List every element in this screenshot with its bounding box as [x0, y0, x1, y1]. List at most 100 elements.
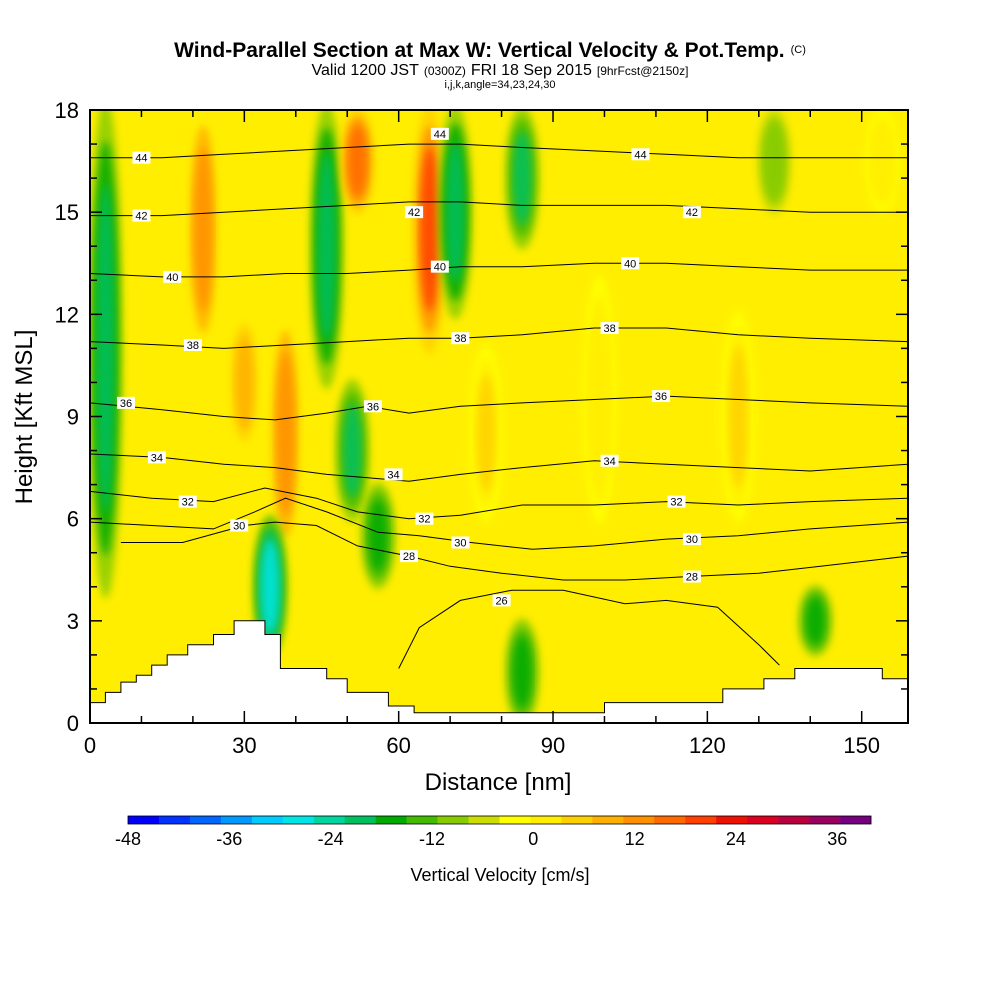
- velocity-cell: [348, 125, 367, 197]
- contour-label-box: [430, 127, 449, 140]
- theta-contour-28: [120, 521, 908, 581]
- contour-label-text: 36: [367, 401, 379, 413]
- contour-label: 44: [631, 148, 650, 161]
- theta-contour-40: [90, 262, 908, 278]
- terrain-profile: [90, 620, 908, 723]
- velocity-cell: [873, 125, 892, 197]
- colorbar-swatch: [437, 816, 469, 824]
- contour-label-box: [163, 270, 182, 283]
- contour-label-text: 40: [166, 272, 178, 284]
- colorbar-swatch: [747, 816, 779, 824]
- contour-label: 42: [132, 209, 151, 223]
- contour-label-text: 34: [151, 452, 163, 464]
- contour-label-text: 32: [418, 514, 430, 526]
- theta-contour-26: [398, 589, 780, 669]
- colorbar-swatch: [809, 816, 841, 824]
- contour-label-text: 44: [135, 153, 147, 165]
- velocity-cell: [317, 152, 336, 341]
- colorbar-tick-labels: -48 -36 -24 -12 0 12 24 36: [115, 829, 847, 849]
- y-tick-label: 15: [55, 200, 79, 225]
- x-tick-label: 0: [84, 733, 96, 758]
- contour-label-text: 32: [670, 497, 682, 509]
- axis-ticks: [89, 109, 908, 724]
- contour-label: 38: [183, 338, 202, 352]
- colorbar-swatch: [282, 816, 315, 824]
- colorbar-swatch: [840, 816, 872, 824]
- velocity-cell: [235, 335, 254, 430]
- velocity-cell: [369, 500, 388, 571]
- colorbar-tick-label: 24: [726, 829, 746, 849]
- colorbar-tick-label: 36: [827, 829, 847, 849]
- y-tick-labels: 0 3 6 9 12 15 18: [55, 98, 79, 736]
- contour-label: 28: [399, 550, 418, 563]
- velocity-cell: [420, 146, 439, 312]
- contour-label: 28: [682, 570, 701, 584]
- velocity-cell: [96, 183, 115, 513]
- contour-label-box: [621, 257, 640, 270]
- velocity-cell: [477, 374, 496, 493]
- theta-contour-36: [90, 395, 908, 421]
- theta-contour-30: [90, 497, 908, 550]
- contour-label: 44: [430, 127, 449, 141]
- colorbar-tick-label: 0: [528, 829, 538, 849]
- colorbar-swatch: [623, 816, 655, 824]
- contour-label-box: [430, 260, 449, 273]
- y-tick-label: 12: [55, 302, 79, 327]
- contour-label: 38: [451, 332, 470, 345]
- contour-label-text: 42: [408, 207, 420, 219]
- contour-label-box: [451, 332, 470, 345]
- theta-contour-42: [90, 201, 908, 217]
- colorbar-swatch: [128, 816, 160, 824]
- contour-label-text: 36: [655, 391, 667, 403]
- contour-label: 44: [132, 151, 151, 165]
- y-tick-label: 6: [67, 507, 79, 532]
- contour-label: 40: [430, 260, 449, 274]
- contour-label-box: [384, 468, 403, 481]
- contour-label: 34: [600, 454, 619, 468]
- contour-label-box: [600, 321, 619, 334]
- velocity-cell: [446, 141, 465, 283]
- contour-label-box: [652, 390, 671, 403]
- theta-contour-labels: 44 44 44 42 42 42 40 40 40 38 38 38 36 36 36 34 34 34 32 32…: [117, 127, 701, 607]
- velocity-cell: [260, 539, 280, 634]
- contour-label: 30: [230, 519, 249, 532]
- contour-label-box: [178, 495, 197, 508]
- contour-label-text: 40: [434, 262, 446, 274]
- contour-label-box: [682, 206, 701, 219]
- contour-label-text: 38: [454, 333, 466, 345]
- colorbar-tick-label: -12: [419, 829, 445, 849]
- contour-label-box: [183, 338, 202, 351]
- colorbar-swatch: [716, 816, 748, 824]
- colorbar-swatch: [468, 816, 500, 824]
- velocity-cell: [343, 403, 362, 498]
- colorbar-tick-label: -36: [216, 829, 242, 849]
- velocity-cell: [513, 636, 532, 708]
- contour-label: 42: [682, 206, 701, 219]
- colorbar-swatch: [313, 816, 346, 824]
- contour-label-box: [682, 533, 701, 546]
- colorbar-frame: [127, 815, 872, 825]
- contour-label: 40: [621, 257, 640, 270]
- theta-contour-34: [90, 453, 908, 482]
- colorbar-swatch: [220, 816, 253, 824]
- contour-label-text: 36: [120, 398, 132, 410]
- y-tick-label: 0: [67, 711, 79, 736]
- theta-contour-32: [90, 487, 908, 520]
- contour-label-box: [415, 512, 434, 525]
- contour-label-text: 38: [187, 340, 199, 352]
- contour-label-text: 44: [634, 149, 646, 161]
- colorbar-tick-label: 12: [625, 829, 645, 849]
- contour-label-text: 28: [686, 572, 698, 584]
- x-tick-labels: 0 30 60 90 120 150: [84, 733, 880, 758]
- colorbar-swatch: [685, 816, 717, 824]
- contour-label-box: [600, 454, 619, 467]
- colorbar-tick-label: -48: [115, 829, 141, 849]
- velocity-cell: [194, 146, 213, 312]
- contour-label-text: 30: [686, 534, 698, 546]
- colorbar-swatch: [778, 816, 810, 824]
- contour-label: 32: [178, 495, 197, 509]
- colorbar-swatch: [189, 816, 222, 824]
- contour-label-text: 28: [403, 551, 415, 563]
- contour-label: 30: [682, 533, 701, 546]
- chart-title: Wind-Parallel Section at Max W: Vertical…: [174, 39, 806, 62]
